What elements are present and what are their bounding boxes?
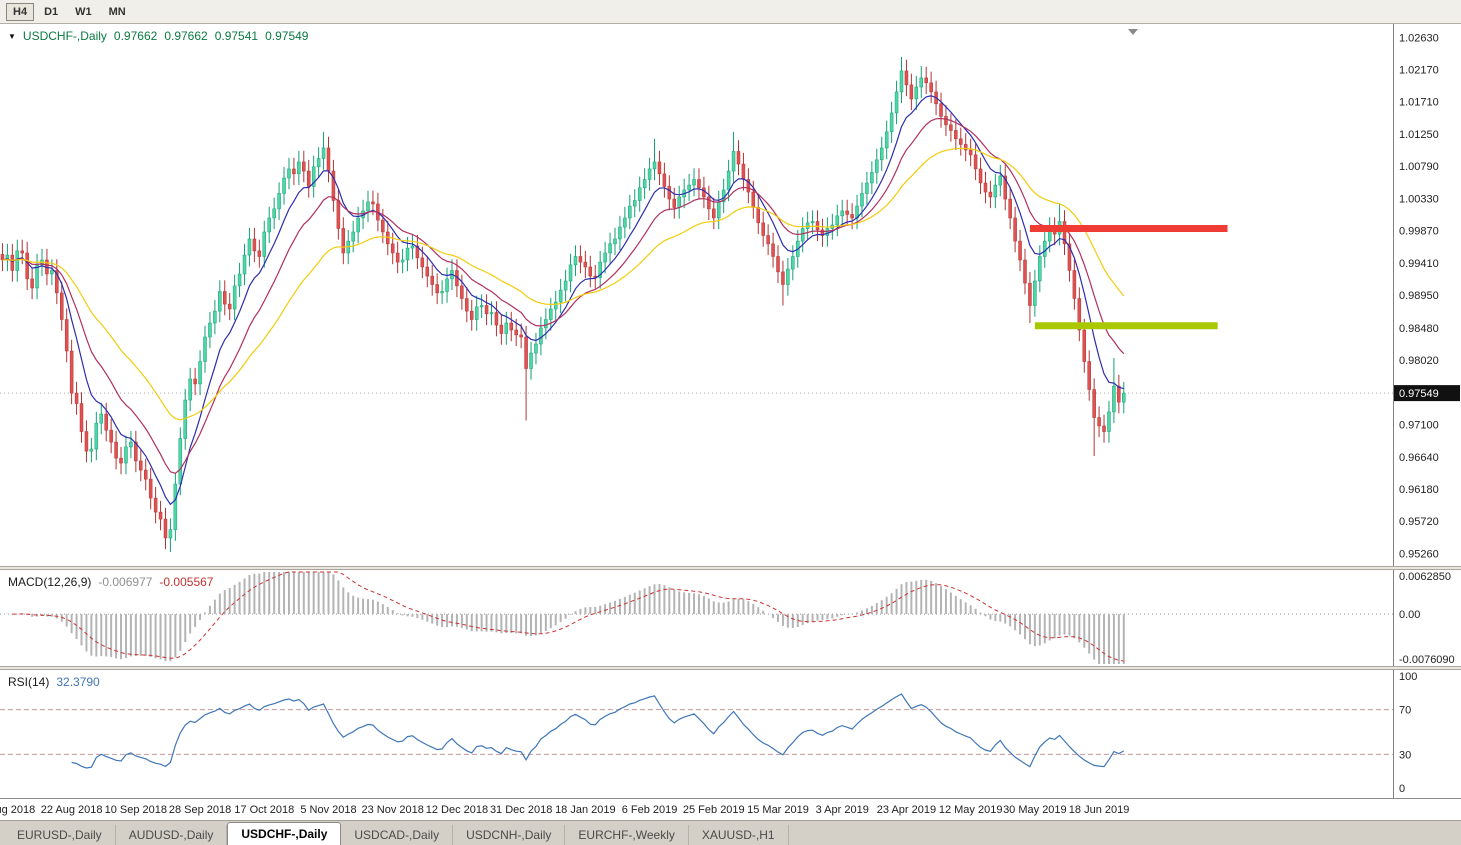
ma-34-line: [2, 147, 1125, 421]
ma-16-line: [2, 117, 1125, 474]
rsi-canvas[interactable]: 100 70 30 0: [0, 670, 1461, 798]
svg-text:6 Feb 2019: 6 Feb 2019: [622, 804, 678, 816]
svg-text:3 Aug 2018: 3 Aug 2018: [0, 804, 35, 816]
ma-8-line: [2, 95, 1124, 506]
macd-axis-labels: 0.0062850 0.00 -0.0076090: [1399, 571, 1455, 666]
svg-text:1.02170: 1.02170: [1399, 65, 1439, 77]
macd-signal-line: [12, 571, 1124, 662]
svg-text:0.95260: 0.95260: [1399, 548, 1439, 560]
timeframe-button-h4[interactable]: H4: [6, 2, 35, 21]
timeframe-toolbar: H4 D1 W1 MN: [0, 0, 1461, 24]
svg-text:3 Apr 2019: 3 Apr 2019: [816, 804, 869, 816]
current-price-badge-value: 0.97549: [1399, 388, 1439, 400]
rsi-line: [71, 693, 1125, 769]
chart-tab-usdcad-daily[interactable]: USDCAD-,Daily: [341, 825, 454, 845]
svg-text:5 Nov 2018: 5 Nov 2018: [300, 804, 356, 816]
macd-canvas[interactable]: 0.0062850 0.00 -0.0076090: [0, 570, 1461, 666]
svg-text:10 Sep 2018: 10 Sep 2018: [105, 804, 167, 816]
svg-text:0.99870: 0.99870: [1399, 226, 1439, 238]
price-chart-canvas[interactable]: 1.02630 1.02170 1.01710 1.01250 1.00790 1.003…: [0, 24, 1461, 566]
chart-tab-eurusd-daily[interactable]: EURUSD-,Daily: [4, 825, 116, 845]
chart-tab-bar: EURUSD-,Daily AUDUSD-,Daily USDCHF-,Daily U…: [0, 820, 1461, 845]
chart-tab-usdchf-daily[interactable]: USDCHF-,Daily: [227, 822, 342, 845]
svg-text:30 May 2019: 30 May 2019: [1003, 804, 1067, 816]
svg-text:1.00790: 1.00790: [1399, 161, 1439, 173]
macd-indicator-panel[interactable]: MACD(12,26,9) -0.006977 -0.005567 0.0062…: [0, 570, 1461, 666]
svg-text:25 Feb 2019: 25 Feb 2019: [683, 804, 745, 816]
macd-histogram: [6, 572, 1125, 664]
svg-text:17 Oct 2018: 17 Oct 2018: [234, 804, 294, 816]
svg-text:12 Dec 2018: 12 Dec 2018: [426, 804, 488, 816]
svg-text:0.99410: 0.99410: [1399, 258, 1439, 270]
svg-text:1.02630: 1.02630: [1399, 32, 1439, 44]
current-price-badge: [1394, 385, 1460, 402]
svg-text:100: 100: [1399, 671, 1417, 683]
timeframe-button-w1[interactable]: W1: [68, 3, 99, 21]
svg-text:23 Apr 2019: 23 Apr 2019: [877, 804, 936, 816]
svg-text:23 Nov 2018: 23 Nov 2018: [362, 804, 424, 816]
svg-text:12 May 2019: 12 May 2019: [939, 804, 1003, 816]
svg-text:1.01710: 1.01710: [1399, 97, 1439, 109]
svg-text:0.98020: 0.98020: [1399, 355, 1439, 367]
svg-text:1.01250: 1.01250: [1399, 129, 1439, 141]
chart-dropdown-icon[interactable]: ▼: [8, 31, 16, 41]
timeframe-button-d1[interactable]: D1: [37, 3, 65, 21]
svg-text:0.98480: 0.98480: [1399, 323, 1439, 335]
timeframe-button-mn[interactable]: MN: [102, 3, 133, 21]
svg-text:18 Jun 2019: 18 Jun 2019: [1069, 804, 1130, 816]
panel-splitter-rsi[interactable]: [0, 666, 1461, 670]
svg-text:0: 0: [1399, 783, 1405, 795]
svg-text:30: 30: [1399, 749, 1411, 761]
chart-tab-usdcnh-daily[interactable]: USDCNH-,Daily: [453, 825, 566, 845]
chart-tab-eurchf-weekly[interactable]: EURCHF-,Weekly: [565, 825, 689, 845]
svg-text:0.95720: 0.95720: [1399, 516, 1439, 528]
svg-text:0.96640: 0.96640: [1399, 452, 1439, 464]
candles[interactable]: [0, 56, 1126, 552]
rsi-axis-labels: 100 70 30 0: [1399, 671, 1417, 795]
chart-tab-xauusd-h1[interactable]: XAUUSD-,H1: [689, 825, 789, 845]
svg-text:0.00: 0.00: [1399, 609, 1420, 621]
svg-text:31 Dec 2018: 31 Dec 2018: [490, 804, 552, 816]
rsi-indicator-panel[interactable]: RSI(14) 32.3790 100 70 30 0: [0, 670, 1461, 798]
svg-text:0.98950: 0.98950: [1399, 290, 1439, 302]
svg-text:70: 70: [1399, 705, 1411, 717]
panel-splitter-macd[interactable]: [0, 566, 1461, 570]
chart-tab-audusd-daily[interactable]: AUDUSD-,Daily: [116, 825, 228, 845]
svg-text:1.00330: 1.00330: [1399, 193, 1439, 205]
svg-text:0.96180: 0.96180: [1399, 484, 1439, 496]
svg-text:15 Mar 2019: 15 Mar 2019: [747, 804, 809, 816]
price-chart-panel[interactable]: ▼ USDCHF-,Daily 0.97662 0.97662 0.97541 …: [0, 24, 1461, 566]
svg-text:18 Jan 2019: 18 Jan 2019: [555, 804, 616, 816]
svg-text:0.97100: 0.97100: [1399, 420, 1439, 432]
price-axis-labels: 1.02630 1.02170 1.01710 1.01250 1.00790 1.003…: [1399, 32, 1439, 560]
svg-text:22 Aug 2018: 22 Aug 2018: [41, 804, 103, 816]
svg-text:0.0062850: 0.0062850: [1399, 571, 1451, 583]
svg-text:-0.0076090: -0.0076090: [1399, 654, 1455, 666]
svg-text:28 Sep 2018: 28 Sep 2018: [169, 804, 231, 816]
chart-shift-marker[interactable]: [1128, 29, 1138, 35]
